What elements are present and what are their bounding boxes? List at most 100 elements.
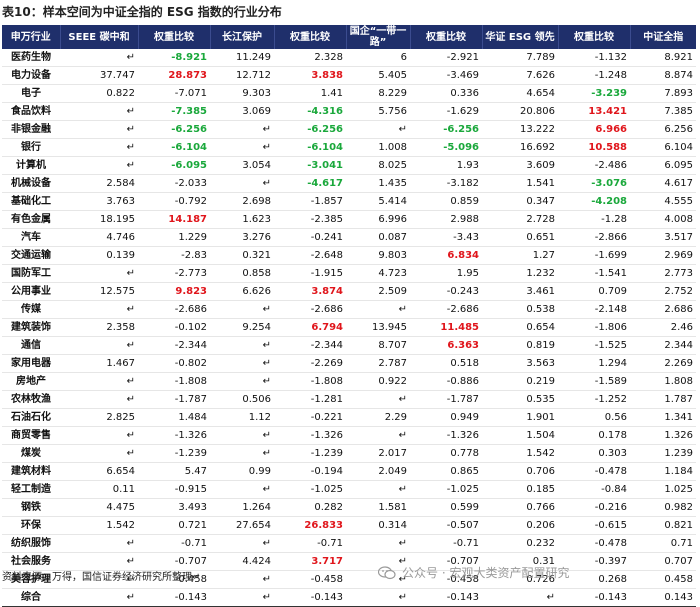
- value-cell: -1.025: [310, 484, 343, 495]
- value-cell: 6: [400, 52, 407, 63]
- value-cell: ↵: [398, 574, 407, 585]
- value-cell: 2.269: [664, 358, 693, 369]
- industry-name: 有色金属: [11, 214, 51, 225]
- value-cell: 2.752: [664, 286, 693, 297]
- header-weight-compare-1: 权重比较: [137, 25, 210, 49]
- value-cell: 2.328: [314, 52, 343, 63]
- table-row: 机械设备 2.584 -2.033 ↵ -4.617 1.435 -3.182 1.541 -3…: [2, 175, 696, 193]
- value-cell: 1.808: [664, 376, 693, 387]
- value-cell: 3.609: [526, 160, 555, 171]
- value-cell: 2.698: [242, 196, 271, 207]
- value-cell: 3.763: [106, 196, 135, 207]
- value-cell: -2.033: [174, 178, 207, 189]
- value-cell: 16.692: [520, 142, 555, 153]
- value-cell: -1.248: [594, 70, 627, 81]
- value-cell: ↵: [262, 484, 271, 495]
- value-cell: -1.252: [594, 394, 627, 405]
- value-cell: ↵: [262, 358, 271, 369]
- value-cell: 1.27: [532, 250, 555, 261]
- value-cell: 4.008: [664, 214, 693, 225]
- value-cell: 0.71: [670, 538, 693, 549]
- table-row: 通信 ↵ -2.344 ↵ -2.344 8.707 6.363 0.819 -1.525 2.3…: [2, 337, 696, 355]
- value-cell: 1.623: [242, 214, 271, 225]
- table-row: 计算机 ↵ -6.095 3.054 -3.041 8.025 1.93 3.609 -2.48…: [2, 157, 696, 175]
- value-cell: -0.792: [174, 196, 207, 207]
- value-cell: ↵: [262, 574, 271, 585]
- value-cell: 8.025: [378, 160, 407, 171]
- table-row: 石油石化 2.825 1.484 1.12 -0.221 2.29 0.949 1.901 0.…: [2, 409, 696, 427]
- value-cell: -0.71: [317, 538, 343, 549]
- value-cell: 6.654: [106, 466, 135, 477]
- watermark-text: 公众号 · 宏观大类资产配置研究: [402, 566, 570, 580]
- value-cell: 12.575: [100, 286, 135, 297]
- value-cell: 2.787: [378, 358, 407, 369]
- industry-name: 环保: [21, 520, 41, 531]
- value-cell: -1.808: [310, 376, 343, 387]
- value-cell: 0.31: [532, 556, 555, 567]
- value-cell: 6.256: [664, 124, 693, 135]
- table-row: 传媒 ↵ -2.686 ↵ -2.686 ↵ -2.686 0.538 -2.148 2.686: [2, 301, 696, 319]
- value-cell: 0.778: [450, 448, 479, 459]
- value-cell: -0.194: [310, 466, 343, 477]
- value-cell: ↵: [126, 160, 135, 171]
- value-cell: ↵: [398, 484, 407, 495]
- value-cell: 3.493: [178, 502, 207, 513]
- value-cell: ↵: [126, 124, 135, 135]
- value-cell: -0.241: [310, 232, 343, 243]
- industry-name: 交通运输: [11, 250, 51, 261]
- value-cell: 0.347: [526, 196, 555, 207]
- value-cell: 7.626: [526, 70, 555, 81]
- value-cell: 3.838: [311, 70, 343, 81]
- value-cell: 0.506: [242, 394, 271, 405]
- value-cell: 1.326: [664, 430, 693, 441]
- industry-name: 钢铁: [21, 502, 41, 513]
- value-cell: -1.326: [174, 430, 207, 441]
- value-cell: 3.874: [311, 286, 343, 297]
- value-cell: 0.821: [664, 520, 693, 531]
- value-cell: ↵: [262, 124, 271, 135]
- value-cell: 8.229: [378, 88, 407, 99]
- value-cell: 9.303: [242, 88, 271, 99]
- value-cell: 7.385: [664, 106, 693, 117]
- value-cell: -1.326: [310, 430, 343, 441]
- header-soe-belt-road: 国企“一带一路”: [345, 25, 410, 49]
- value-cell: 2.584: [106, 178, 135, 189]
- value-cell: 1.541: [526, 178, 555, 189]
- value-cell: ↵: [126, 142, 135, 153]
- value-cell: -0.221: [310, 412, 343, 423]
- value-cell: -0.615: [594, 520, 627, 531]
- industry-name: 国防军工: [11, 268, 51, 279]
- value-cell: -4.316: [307, 106, 343, 117]
- industry-name: 电子: [21, 88, 41, 99]
- value-cell: 0.99: [248, 466, 271, 477]
- value-cell: -2.344: [310, 340, 343, 351]
- value-cell: -2.921: [446, 52, 479, 63]
- value-cell: -2.686: [174, 304, 207, 315]
- value-cell: 0.819: [526, 340, 555, 351]
- value-cell: 3.717: [311, 556, 343, 567]
- industry-name: 家用电器: [11, 358, 51, 369]
- value-cell: 0.599: [450, 502, 479, 513]
- value-cell: -0.71: [181, 538, 207, 549]
- value-cell: -6.095: [171, 160, 207, 171]
- value-cell: -1.857: [310, 196, 343, 207]
- value-cell: 1.12: [248, 412, 271, 423]
- value-cell: 37.747: [100, 70, 135, 81]
- value-cell: -1.28: [601, 214, 627, 225]
- value-cell: 4.723: [378, 268, 407, 279]
- watermark: 公众号 · 宏观大类资产配置研究: [378, 563, 569, 583]
- value-cell: 3.517: [664, 232, 693, 243]
- industry-name: 煤炭: [21, 448, 41, 459]
- value-cell: -0.707: [174, 556, 207, 567]
- value-cell: ↵: [398, 538, 407, 549]
- table-row: 环保 1.542 0.721 27.654 26.833 0.314 -0.507 0.206…: [2, 517, 696, 535]
- value-cell: 0.766: [526, 502, 555, 513]
- wechat-icon: [378, 566, 396, 580]
- value-cell: ↵: [398, 430, 407, 441]
- value-cell: -8.921: [171, 52, 207, 63]
- header-yangtze: 长江保护: [209, 25, 274, 49]
- value-cell: ↵: [262, 178, 271, 189]
- value-cell: -2.344: [174, 340, 207, 351]
- value-cell: 3.563: [526, 358, 555, 369]
